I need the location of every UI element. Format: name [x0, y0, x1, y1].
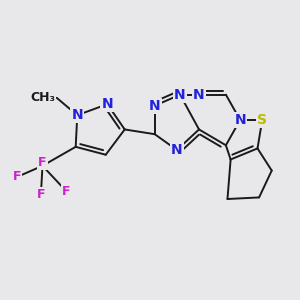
Text: N: N [71, 108, 83, 122]
Text: F: F [37, 188, 45, 201]
Text: N: N [193, 88, 205, 102]
Text: N: N [149, 99, 161, 113]
Text: S: S [257, 113, 267, 127]
Text: CH₃: CH₃ [30, 91, 55, 104]
Text: F: F [62, 184, 70, 198]
Text: N: N [171, 143, 183, 157]
Text: F: F [38, 155, 47, 169]
Text: N: N [174, 88, 186, 102]
Text: N: N [234, 113, 246, 127]
Text: N: N [101, 97, 113, 111]
Text: F: F [13, 170, 21, 183]
